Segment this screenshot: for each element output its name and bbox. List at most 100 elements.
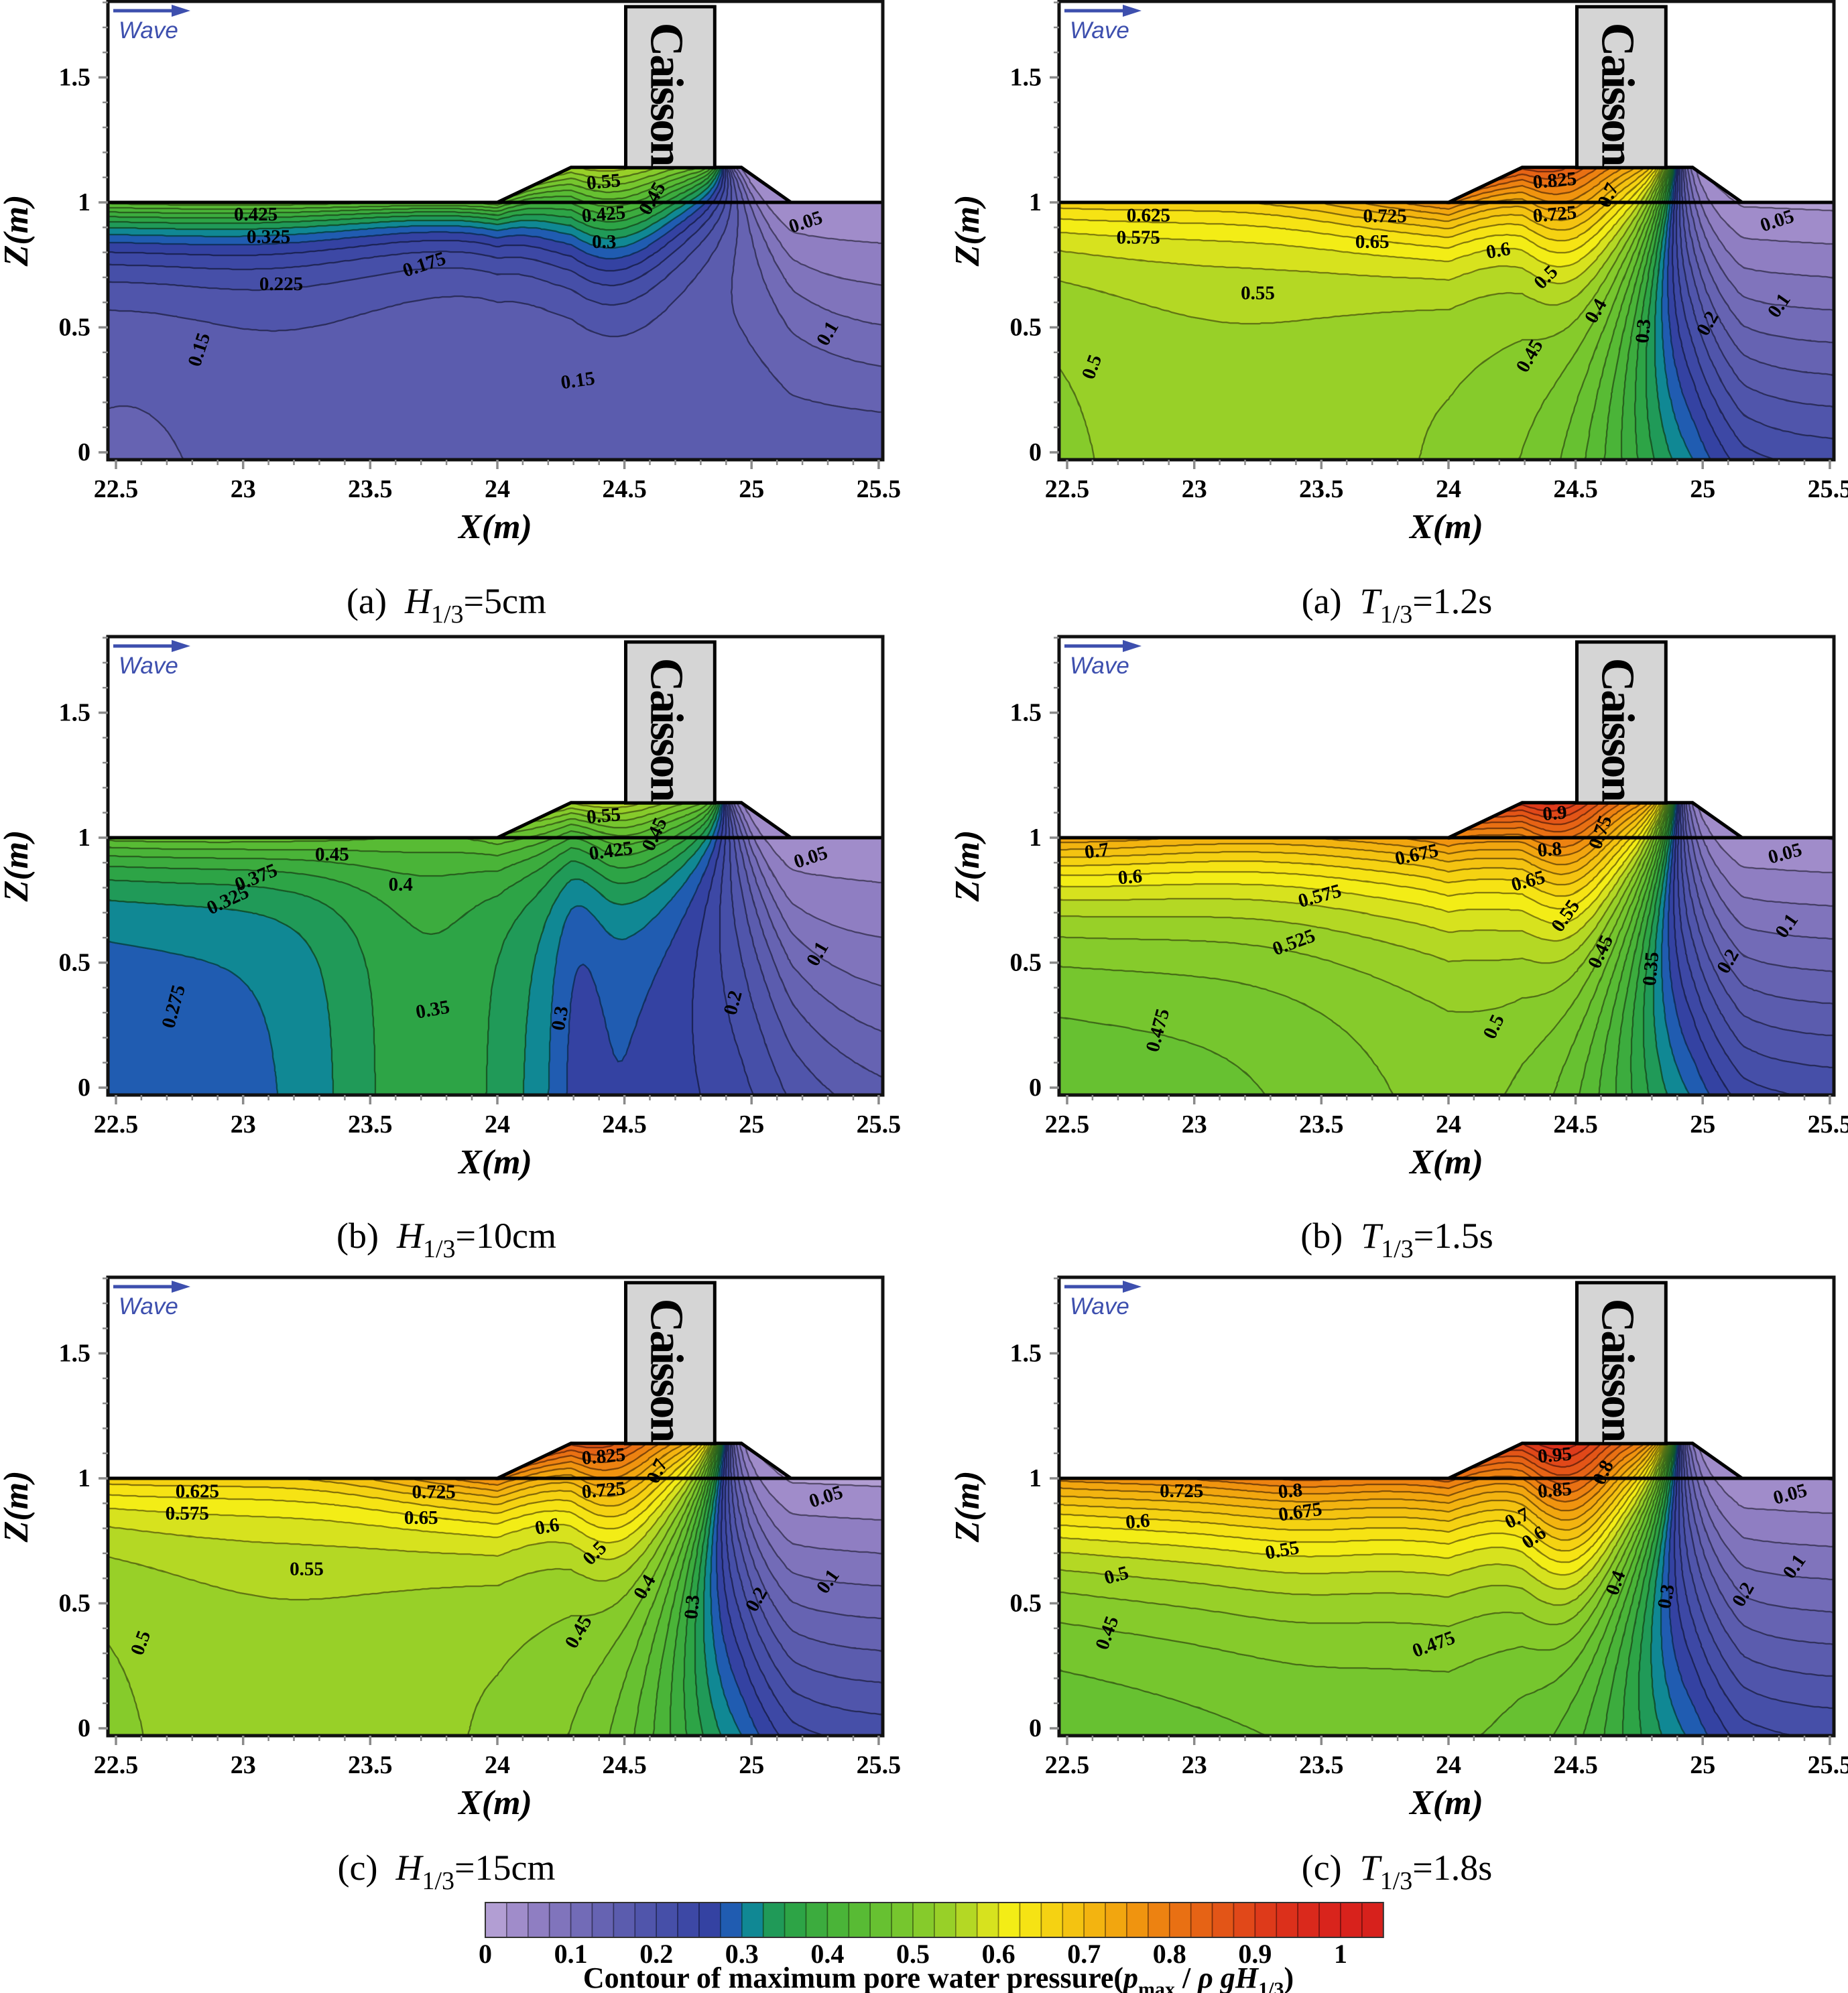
svg-text:0.15: 0.15 (560, 368, 597, 394)
svg-text:0.7: 0.7 (1067, 1939, 1101, 1969)
svg-text:0.225: 0.225 (259, 273, 303, 295)
svg-text:22.5: 22.5 (1045, 1110, 1090, 1139)
svg-text:1.5: 1.5 (59, 699, 91, 727)
svg-text:0.5: 0.5 (59, 949, 91, 977)
svg-text:Caisson: Caisson (1591, 1299, 1643, 1442)
svg-text:24.5: 24.5 (602, 475, 647, 503)
svg-text:24: 24 (485, 475, 510, 503)
svg-text:0.5: 0.5 (59, 1590, 91, 1618)
svg-text:0.825: 0.825 (581, 1444, 627, 1470)
svg-text:0: 0 (1029, 1714, 1042, 1742)
svg-text:25.5: 25.5 (857, 475, 902, 503)
svg-text:0.85: 0.85 (1537, 1478, 1573, 1502)
svg-text:0.4: 0.4 (810, 1939, 844, 1969)
svg-text:25.5: 25.5 (857, 1110, 902, 1139)
svg-text:Wave: Wave (119, 653, 178, 679)
svg-text:X(m): X(m) (1408, 1143, 1483, 1181)
svg-text:0.5: 0.5 (1010, 1590, 1042, 1618)
svg-text:1.5: 1.5 (1010, 1340, 1042, 1368)
svg-text:Z(m): Z(m) (0, 195, 36, 267)
svg-text:0.625: 0.625 (1127, 205, 1170, 227)
svg-text:0.725: 0.725 (1160, 1480, 1203, 1502)
svg-text:24.5: 24.5 (1553, 1110, 1598, 1139)
svg-text:(b) H1/3=10cm: (b) H1/3=10cm (336, 1216, 556, 1263)
svg-text:23.5: 23.5 (1299, 475, 1344, 503)
svg-text:1: 1 (1029, 188, 1042, 216)
svg-text:1.5: 1.5 (1010, 699, 1042, 727)
svg-text:24: 24 (1436, 1751, 1461, 1779)
svg-text:25.5: 25.5 (857, 1751, 902, 1779)
svg-text:25: 25 (739, 1751, 764, 1779)
svg-text:0: 0 (78, 1714, 90, 1742)
svg-text:Caisson: Caisson (640, 23, 692, 166)
svg-text:25.5: 25.5 (1808, 475, 1848, 503)
svg-text:0.65: 0.65 (1355, 231, 1390, 253)
svg-text:0.9: 0.9 (1542, 801, 1568, 825)
svg-text:1: 1 (78, 188, 90, 216)
svg-text:24.5: 24.5 (602, 1751, 647, 1779)
svg-text:Wave: Wave (119, 1293, 178, 1320)
svg-text:Wave: Wave (1070, 17, 1129, 44)
svg-text:22.5: 22.5 (94, 475, 139, 503)
svg-text:X(m): X(m) (457, 508, 532, 546)
svg-text:Caisson: Caisson (1591, 23, 1643, 166)
svg-text:0.6: 0.6 (534, 1514, 561, 1539)
svg-text:(c) H1/3=15cm: (c) H1/3=15cm (338, 1848, 556, 1895)
svg-text:0.5: 0.5 (1010, 314, 1042, 342)
svg-text:24: 24 (485, 1751, 510, 1779)
svg-text:0: 0 (78, 438, 90, 466)
svg-text:0.3: 0.3 (725, 1939, 759, 1969)
svg-text:1.5: 1.5 (1010, 64, 1042, 92)
svg-text:25: 25 (1690, 1110, 1715, 1139)
svg-text:25.5: 25.5 (1808, 1110, 1848, 1139)
svg-text:0: 0 (1029, 1074, 1042, 1102)
svg-text:0.625: 0.625 (176, 1481, 219, 1502)
svg-text:0.3: 0.3 (1631, 318, 1655, 344)
svg-text:0.2: 0.2 (639, 1939, 673, 1969)
svg-text:0: 0 (78, 1074, 90, 1102)
svg-text:0.575: 0.575 (1117, 227, 1160, 249)
svg-text:24.5: 24.5 (1553, 1751, 1598, 1779)
svg-text:23.5: 23.5 (348, 1751, 393, 1779)
svg-text:0.825: 0.825 (1532, 168, 1578, 194)
svg-text:25: 25 (1690, 475, 1715, 503)
svg-text:0.3: 0.3 (1654, 1583, 1679, 1610)
svg-text:24: 24 (485, 1110, 510, 1139)
svg-text:1.5: 1.5 (59, 1340, 91, 1368)
svg-text:23.5: 23.5 (1299, 1110, 1344, 1139)
svg-text:X(m): X(m) (1408, 1784, 1483, 1822)
svg-text:0.6: 0.6 (1125, 1510, 1151, 1533)
svg-text:22.5: 22.5 (94, 1110, 139, 1139)
svg-text:24: 24 (1436, 1110, 1461, 1139)
svg-text:25.5: 25.5 (1808, 1751, 1848, 1779)
svg-text:0: 0 (1029, 438, 1042, 466)
svg-text:0.425: 0.425 (581, 202, 627, 227)
svg-text:0.6: 0.6 (1117, 865, 1144, 889)
svg-text:0.55: 0.55 (586, 803, 621, 828)
svg-text:23: 23 (231, 1110, 256, 1139)
svg-text:1: 1 (1334, 1939, 1347, 1969)
svg-text:24.5: 24.5 (602, 1110, 647, 1139)
svg-text:0.7: 0.7 (1083, 838, 1110, 863)
svg-text:0.35: 0.35 (1639, 951, 1663, 986)
svg-text:X(m): X(m) (457, 1784, 532, 1822)
svg-text:23.5: 23.5 (348, 475, 393, 503)
svg-text:0.8: 0.8 (1153, 1939, 1186, 1969)
svg-text:Z(m): Z(m) (948, 830, 987, 903)
svg-text:0.325: 0.325 (247, 226, 290, 247)
svg-text:Caisson: Caisson (1591, 658, 1643, 801)
svg-text:0.3: 0.3 (548, 1005, 573, 1032)
svg-text:0.725: 0.725 (1363, 205, 1406, 227)
svg-text:Wave: Wave (1070, 1293, 1129, 1320)
svg-text:X(m): X(m) (457, 1143, 532, 1181)
svg-text:25: 25 (1690, 1751, 1715, 1779)
svg-text:0.8: 0.8 (1536, 838, 1562, 861)
svg-text:1: 1 (78, 1464, 90, 1492)
svg-text:1.5: 1.5 (59, 64, 91, 92)
svg-text:0.5: 0.5 (1010, 949, 1042, 977)
svg-text:Z(m): Z(m) (0, 830, 36, 903)
svg-text:0.8: 0.8 (1278, 1479, 1304, 1502)
svg-text:23: 23 (1182, 1751, 1207, 1779)
svg-text:Contour of maximum pore water: Contour of maximum pore water pressure(p… (583, 1962, 1294, 1993)
svg-text:24.5: 24.5 (1553, 475, 1598, 503)
